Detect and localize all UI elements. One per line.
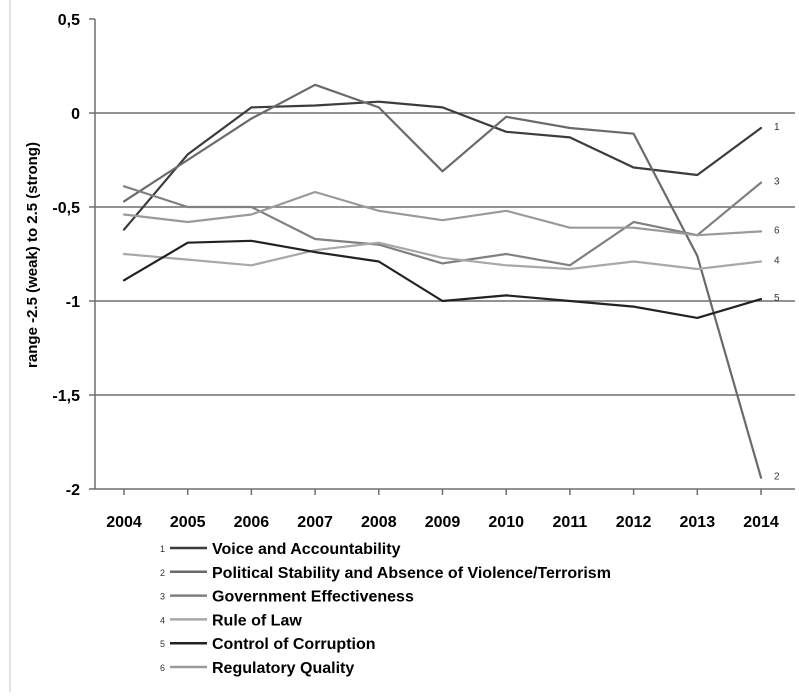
y-tick-label: -2: [66, 482, 80, 499]
series-end-label-4: 4: [774, 256, 780, 267]
legend-number-5: 5: [160, 639, 165, 649]
x-tick-label: 2011: [553, 514, 588, 531]
y-tick-label: 0: [71, 106, 80, 123]
legend-number-3: 3: [160, 592, 165, 602]
series-end-label-3: 3: [774, 177, 780, 188]
series-lines: [124, 85, 761, 478]
legend: 1 Voice and Accountability 2 Political Stab…: [160, 541, 611, 677]
x-tick-label: 2007: [297, 514, 333, 531]
legend-label-4: Rule of Law: [212, 612, 302, 629]
x-tick-label: 2009: [425, 514, 461, 531]
legend-label-3: Government Effectiveness: [212, 589, 414, 606]
legend-number-6: 6: [160, 663, 165, 673]
legend-number-1: 1: [160, 544, 165, 554]
legend-number-4: 4: [160, 615, 165, 625]
y-tick-label: -1: [66, 294, 80, 311]
x-tick-label: 2004: [106, 514, 142, 531]
series-line-5: [124, 241, 761, 318]
legend-label-1: Voice and Accountability: [212, 541, 401, 558]
series-line-2: [124, 85, 761, 478]
x-tick-label: 2014: [743, 514, 779, 531]
series-end-labels: 1 2 3 4 5 6: [774, 122, 780, 483]
y-tick-label: 0,5: [58, 12, 80, 29]
legend-label-2: Political Stability and Absence of Viole…: [212, 565, 611, 582]
x-tick-label: 2013: [680, 514, 716, 531]
x-tick-label: 2012: [616, 514, 652, 531]
x-tick-label: 2010: [488, 514, 524, 531]
legend-label-5: Control of Corruption: [212, 636, 376, 653]
x-tick-label: 2005: [170, 514, 206, 531]
legend-number-2: 2: [160, 568, 165, 578]
series-end-label-2: 2: [774, 472, 780, 483]
x-tick-label: 2008: [361, 514, 397, 531]
y-tick-label: -0,5: [52, 200, 80, 217]
series-line-1: [124, 102, 761, 230]
y-tick-label: -1,5: [52, 388, 80, 405]
x-tick-label: 2006: [234, 514, 270, 531]
series-end-label-1: 1: [774, 122, 780, 133]
series-end-label-6: 6: [774, 225, 780, 236]
series-line-4: [124, 243, 761, 269]
legend-label-6: Regulatory Quality: [212, 660, 354, 677]
y-axis-label: range -2.5 (weak) to 2.5 (strong): [24, 142, 41, 368]
series-end-label-5: 5: [774, 293, 780, 304]
